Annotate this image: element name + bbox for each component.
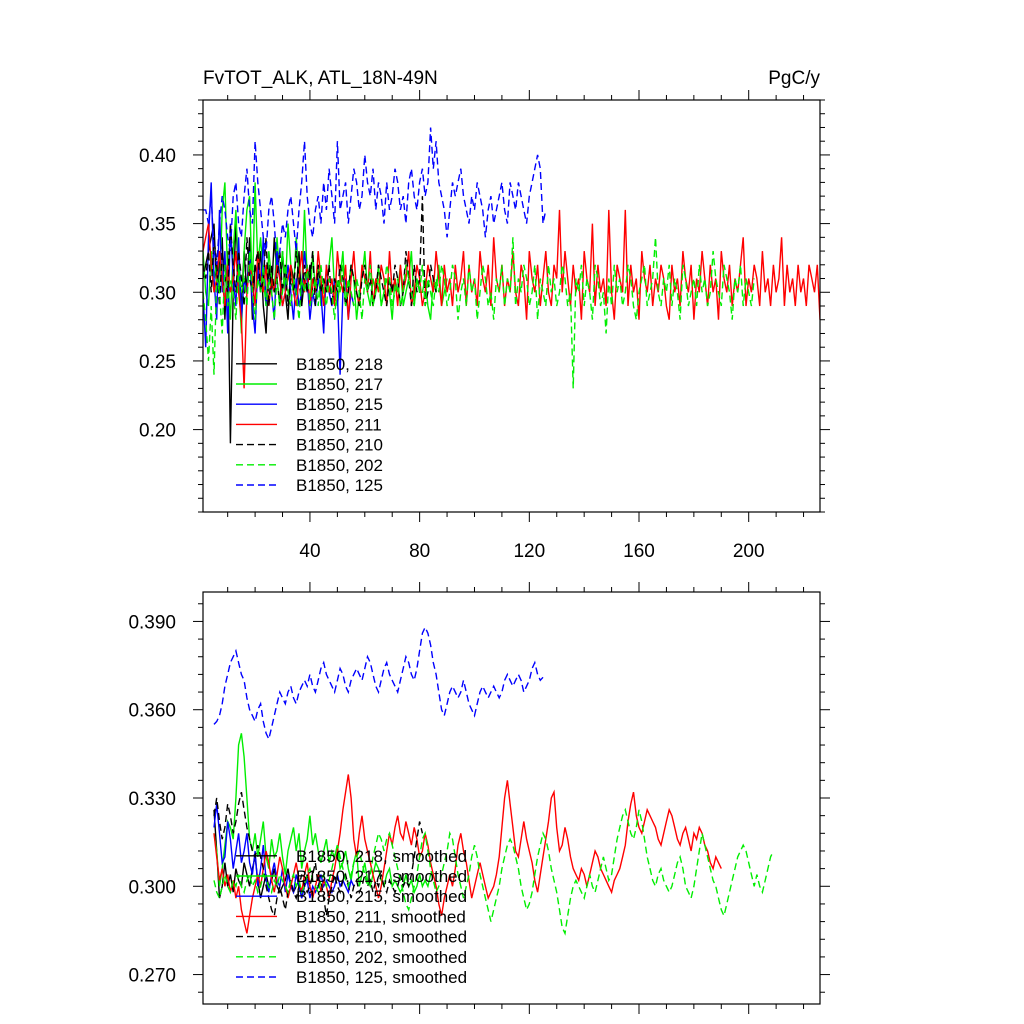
- y-tick-label: 0.25: [139, 352, 176, 373]
- legend-entry-label: B1850, 215, smoothed: [296, 887, 467, 906]
- x-tick-label: 80: [409, 541, 430, 562]
- legend-entry-label: B1850, 218: [296, 355, 383, 374]
- bottom-chart-panel: 0.270 0.300 0.330 0.360 0.390 B1850, 218, smo…: [128, 582, 830, 1014]
- top-chart-panel: 40 80 120 160 200 0.20 0.25 0.30 0.35 0.40 B1850, …: [139, 90, 830, 562]
- y-tick-label: 0.330: [128, 789, 176, 810]
- x-tick-label: 200: [733, 541, 765, 562]
- y-tick-label: 0.360: [128, 701, 176, 722]
- series-line-2: [213, 733, 432, 895]
- legend-entry-label: B1850, 125, smoothed: [296, 968, 467, 987]
- series-line-7: [203, 127, 547, 265]
- series-line-5: [203, 196, 437, 307]
- legend-entry-label: B1850, 211: [296, 415, 382, 434]
- y-tick-label: 0.390: [128, 612, 176, 633]
- y-tick-label: 0.300: [128, 877, 176, 898]
- series-line-6: [203, 237, 755, 389]
- units-label: PgC/y: [768, 68, 820, 89]
- chart-title: FvTOT_ALK, ATL_18N-49N: [203, 68, 438, 89]
- series-group: [203, 127, 820, 444]
- series-line-7: [213, 625, 544, 742]
- series-line-6: [213, 807, 775, 936]
- legend-entry-label: B1850, 202, smoothed: [296, 948, 467, 967]
- x-tick-label: 40: [299, 541, 320, 562]
- legend-entry-label: B1850, 125: [296, 476, 383, 495]
- y-tick-label: 0.35: [139, 215, 176, 236]
- series-line-5: [213, 791, 424, 919]
- series-group: [213, 625, 775, 936]
- legend-entry-label: B1850, 218, smoothed: [296, 847, 467, 866]
- x-tick-label: 160: [623, 541, 655, 562]
- series-line-4: [213, 774, 722, 934]
- legend-entry-label: B1850, 202: [296, 456, 383, 475]
- legend-entry-label: B1850, 210: [296, 436, 383, 455]
- y-tick-label: 0.30: [139, 283, 176, 304]
- legend-entry-label: B1850, 217: [296, 375, 383, 394]
- legend-entry-label: B1850, 217, smoothed: [296, 867, 467, 886]
- x-tick-label: 120: [513, 541, 545, 562]
- legend-entry-label: B1850, 215: [296, 395, 383, 414]
- y-tick-label: 0.270: [128, 966, 176, 987]
- y-tick-label: 0.40: [139, 146, 176, 167]
- y-tick-label: 0.20: [139, 421, 176, 442]
- legend-entry-label: B1850, 210, smoothed: [296, 928, 467, 947]
- legend-entry-label: B1850, 211, smoothed: [296, 907, 466, 926]
